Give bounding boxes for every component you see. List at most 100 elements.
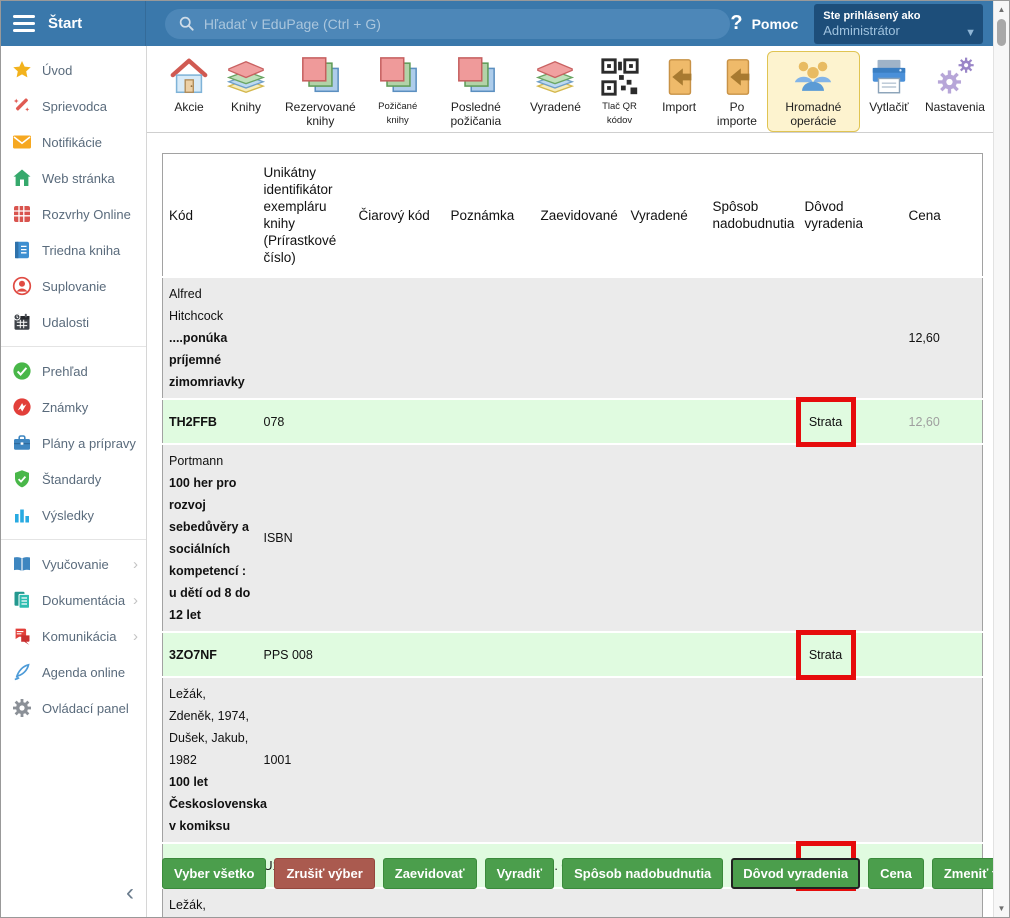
column-header: Unikátny identifikátor exempláru knihy (… <box>257 153 353 278</box>
sidebar-item-standardy[interactable]: Štandardy <box>1 461 146 497</box>
sidebar-item-label: Známky <box>42 399 89 415</box>
sidebar-item-prehlad[interactable]: Prehľad <box>1 353 146 389</box>
sidebar-item-udalosti[interactable]: Udalosti <box>1 304 146 340</box>
book-title-row[interactable]: Alfred Hitchcock ....ponúka príjemné zimo… <box>162 277 983 399</box>
sidebar-item-rozvrhy-online[interactable]: Rozvrhy Online <box>1 196 146 232</box>
zmenit-titul-button[interactable]: Zmeniť titul <box>931 858 993 889</box>
question-mark-icon: ? <box>730 12 743 34</box>
toolbar-item-vyradene[interactable]: Vyradené <box>523 51 588 118</box>
sidebar-item-label: Výsledky <box>42 507 95 523</box>
toolbar-item-label: Nastavenia <box>924 100 985 114</box>
sidebar-item-agenda-online[interactable]: Agenda online <box>1 654 146 690</box>
hamburger-icon <box>13 11 35 36</box>
zrusit-vyber-button[interactable]: Zrušiť výber <box>274 858 375 889</box>
cell-zaevidovane <box>535 277 625 399</box>
sposob-nadobudnutia-button[interactable]: Spôsob nadobudnutia <box>562 858 724 889</box>
toolbar-item-po-importe[interactable]: Po importe <box>708 51 766 132</box>
vyradit-button[interactable]: Vyradiť <box>484 858 555 889</box>
schedule-grid-icon <box>12 204 32 224</box>
chevron-right-icon: › <box>133 591 138 609</box>
toolbar-item-posledne-pozicania[interactable]: Posledné požičania <box>430 51 522 132</box>
sidebar-item-komunikacia[interactable]: Komunikácia › <box>1 618 146 654</box>
toolbar-item-akcie[interactable]: Akcie <box>161 51 217 118</box>
sidebar-item-label: Prehľad <box>42 363 88 379</box>
sidebar-item-ovladaci-panel[interactable]: Ovládací panel <box>1 690 146 726</box>
toolbar-item-vytlacit[interactable]: Vytlačiť <box>861 51 917 118</box>
chevron-right-icon: › <box>133 555 138 573</box>
copy-code: 3ZO7NF <box>169 647 217 662</box>
book-copy-row[interactable]: 3ZO7NF PPS 008 Strata <box>162 629 983 680</box>
sidebar-item-triedna-kniha[interactable]: Triedna kniha <box>1 232 146 268</box>
sidebar-item-dokumentacia[interactable]: Dokumentácia › <box>1 582 146 618</box>
sidebar-item-plany-a-pripravy[interactable]: Plány a prípravy <box>1 425 146 461</box>
dovod-vyradenia-button[interactable]: Dôvod vyradenia <box>731 858 861 889</box>
sidebar-item-notifikacie[interactable]: Notifikácie <box>1 124 146 160</box>
cell-poznamka <box>445 277 535 399</box>
sidebar-item-vysledky[interactable]: Výsledky <box>1 497 146 533</box>
toolbar-item-rezervovane-knihy[interactable]: Rezervované knihy <box>275 51 366 132</box>
vertical-scrollbar[interactable]: ▲ ▼ <box>993 1 1009 917</box>
cell-zaevidovane <box>535 632 625 677</box>
cell-cena <box>889 444 983 632</box>
help-button[interactable]: ? Pomoc <box>730 12 798 35</box>
sidebar-item-label: Komunikácia <box>42 628 117 644</box>
toolbar-item-label: Po importe <box>716 100 757 128</box>
toolbar-item-tlac-qr-kodov[interactable]: Tlač QR kódov <box>589 51 650 132</box>
sidebar-item-label: Ovládací panel <box>42 700 129 716</box>
toolbar-item-hromadne-operacie[interactable]: Hromadné operácie <box>766 51 860 132</box>
sidebar-item-uvod[interactable]: Úvod <box>1 52 146 88</box>
sidebar-item-web-stranka[interactable]: Web stránka <box>1 160 146 196</box>
printer-icon <box>868 56 910 98</box>
sidebar-item-vyucovanie[interactable]: Vyučovanie › <box>1 546 146 582</box>
sidebar-item-label: Vyučovanie <box>42 556 109 572</box>
cell-uid: 078 <box>263 414 285 429</box>
toolbar-item-pozicane-knihy[interactable]: Požičané knihy <box>367 51 429 132</box>
sidebar-item-label: Triedna kniha <box>42 242 121 258</box>
book-title-row[interactable]: Portmann 100 her pro rozvoj sebedůvěry a … <box>162 444 983 632</box>
global-search-input[interactable]: Hľadať v EduPage (Ctrl + G) <box>164 8 731 39</box>
toolbar-item-import[interactable]: Import <box>651 51 707 118</box>
discard-reason: Strata <box>808 647 843 662</box>
cell-ciarovy-kod <box>353 677 445 843</box>
user-role-dropdown[interactable]: Ste prihlásený ako Administrátor ▼ <box>814 3 983 44</box>
toolbar-item-label: Knihy <box>230 100 262 114</box>
toolbar-item-knihy[interactable]: Knihy <box>218 51 274 118</box>
book-copy-row[interactable]: TH2FFB 078 Strata 12,60 <box>162 396 983 447</box>
book-title: ....ponúka príjemné zimomriavky <box>169 331 245 389</box>
sidebar-item-znamky[interactable]: Známky <box>1 389 146 425</box>
sidebar-collapse-button[interactable]: ‹ <box>126 879 134 906</box>
sidebar-item-label: Plány a prípravy <box>42 435 136 451</box>
sidebar-item-sprievodca[interactable]: Sprievodca <box>1 88 146 124</box>
table-body: Alfred Hitchcock ....ponúka príjemné zimo… <box>162 277 983 917</box>
sidebar-item-label: Suplovanie <box>42 278 107 294</box>
check-circle-icon <box>12 361 32 381</box>
cell-dovod-vyradenia <box>799 277 889 399</box>
book-author: Ležák, Zdeněk, 1974, Dušek, Jakub, 1982 <box>169 898 206 912</box>
cell-kod: Ležák, Zdeněk, 1974, Dušek, Jakub, 19821… <box>163 888 258 917</box>
scrollbar-thumb[interactable] <box>997 19 1006 46</box>
column-header: Spôsob nadobudnutia <box>706 153 799 278</box>
start-menu-button[interactable]: Štart <box>1 1 146 46</box>
stacked-squares-icon <box>455 56 497 98</box>
cena-button[interactable]: Cena <box>868 858 924 889</box>
annotation-red-box: Strata <box>795 629 856 680</box>
scroll-down-arrow-icon[interactable]: ▼ <box>997 903 1006 913</box>
documents-icon <box>12 590 32 610</box>
column-header: Kód <box>162 153 258 278</box>
toolbar-item-label: Vytlačiť <box>869 100 909 114</box>
vyber-vsetko-button[interactable]: Vyber všetko <box>162 858 267 889</box>
book-title-row[interactable]: Ležák, Zdeněk, 1974, Dušek, Jakub, 19821… <box>162 888 983 917</box>
scroll-up-arrow-icon[interactable]: ▲ <box>997 4 1006 14</box>
logged-in-as-label: Ste prihlásený ako <box>823 9 921 22</box>
home-green-icon <box>12 168 32 188</box>
cell-vyradene <box>625 888 707 917</box>
zaevidovat-button[interactable]: Zaevidovať <box>382 858 477 889</box>
sidebar-item-suplovanie[interactable]: Suplovanie <box>1 268 146 304</box>
cell-kod: Portmann 100 her pro rozvoj sebedůvěry a … <box>163 444 258 632</box>
cell-dovod-vyradenia: Strata <box>795 629 889 680</box>
toolbar-item-nastavenia[interactable]: Nastavenia <box>918 51 992 118</box>
book-author: Ležák, Zdeněk, 1974, Dušek, Jakub, 1982 <box>169 687 249 767</box>
home-icon <box>168 56 210 98</box>
